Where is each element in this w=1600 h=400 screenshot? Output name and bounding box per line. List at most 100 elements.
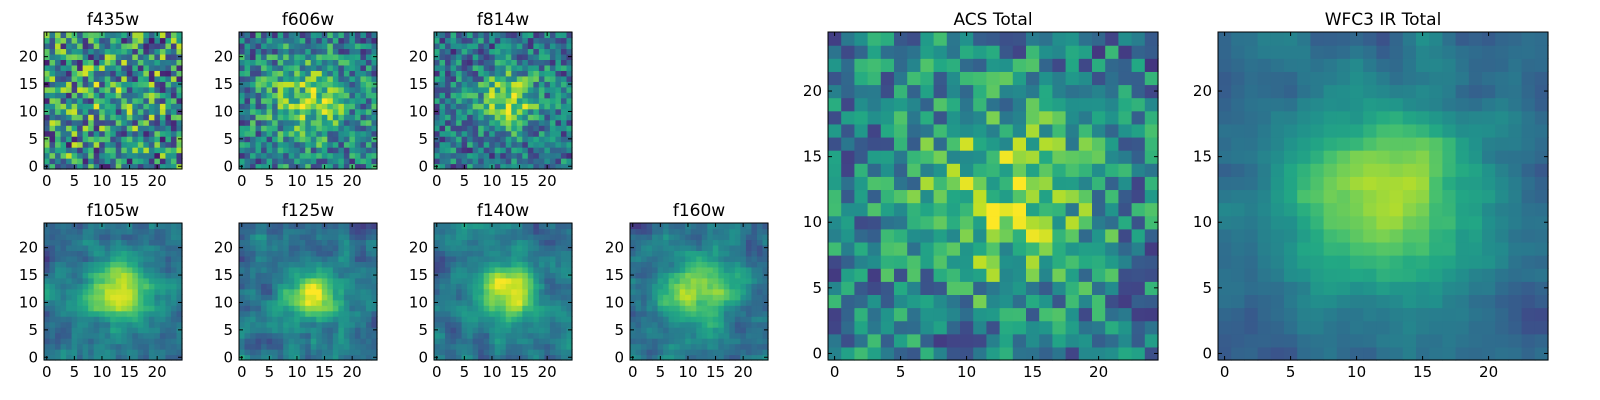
heatmap-cell (450, 103, 457, 110)
heatmap-cell (434, 338, 441, 345)
heatmap-cell (630, 294, 637, 301)
heatmap-cell (489, 239, 496, 246)
heatmap-cell (456, 125, 463, 132)
heatmap-cell (500, 48, 507, 55)
heatmap-cell (283, 316, 290, 323)
heatmap-cell (104, 125, 111, 132)
heatmap-cell (723, 316, 730, 323)
heatmap-cell (723, 332, 730, 339)
heatmap-cell (165, 283, 172, 290)
heatmap-cell (354, 299, 362, 306)
heatmap-cell (450, 266, 457, 273)
heatmap-cell (343, 64, 350, 71)
heatmap-cell (71, 277, 78, 284)
heatmap-cell (663, 332, 670, 339)
heatmap-cell (445, 103, 452, 110)
heatmap-cell (266, 294, 273, 301)
heatmap-cell (99, 48, 106, 55)
heatmap-cell (685, 277, 692, 284)
heatmap-cell (44, 277, 51, 284)
heatmap-cell (148, 152, 155, 159)
heatmap-cell (734, 294, 741, 301)
heatmap-cell (154, 349, 161, 356)
heatmap-cell (756, 327, 764, 334)
heatmap-cell (690, 272, 697, 279)
heatmap-cell (277, 261, 284, 268)
heatmap-cell (283, 283, 290, 290)
heatmap-cell (104, 294, 111, 301)
heatmap-cell (143, 147, 150, 154)
heatmap-cell (538, 70, 545, 77)
heatmap-cell (354, 136, 362, 143)
heatmap-cell (305, 316, 312, 323)
heatmap-cell (549, 277, 557, 284)
heatmap-cell (349, 349, 356, 356)
heatmap-cell (483, 305, 490, 312)
heatmap-cell (751, 255, 758, 262)
heatmap-cell (445, 59, 452, 66)
heatmap-cell (66, 239, 73, 246)
heatmap-cell (657, 332, 664, 339)
heatmap-cell (277, 305, 284, 312)
heatmap-cell (132, 114, 139, 121)
heatmap-cell (60, 152, 67, 159)
heatmap-cell (82, 59, 89, 66)
heatmap-cell (1144, 189, 1159, 204)
heatmap-cell (880, 202, 895, 217)
heatmap-cell (999, 294, 1014, 309)
heatmap-cell (701, 305, 708, 312)
heatmap-cell (137, 37, 144, 44)
heatmap-cell (472, 299, 479, 306)
heatmap-cell (371, 305, 378, 312)
heatmap-cell (176, 103, 183, 110)
heatmap-cell (121, 59, 128, 66)
heatmap-cell (283, 299, 290, 306)
heatmap-cell (461, 59, 468, 66)
heatmap-cell (505, 81, 512, 88)
heatmap-cell (371, 332, 378, 339)
heatmap-cell (294, 108, 301, 115)
heatmap-cell (690, 294, 697, 301)
heatmap-cell (740, 272, 747, 279)
heatmap-cell (494, 288, 501, 295)
heatmap-cell (255, 338, 262, 345)
heatmap-cell (49, 75, 56, 82)
heatmap-cell (522, 244, 529, 251)
heatmap-cell (132, 332, 139, 339)
heatmap-cell (327, 136, 334, 143)
heatmap-cell (652, 255, 659, 262)
heatmap-cell (1118, 228, 1133, 243)
heatmap-cell (305, 299, 312, 306)
heatmap-cell (696, 354, 703, 361)
heatmap-cell (143, 86, 150, 93)
heatmap-cell (115, 305, 122, 312)
heatmap-cell (143, 244, 150, 251)
heatmap-cell (316, 97, 323, 104)
heatmap-cell (77, 141, 84, 148)
heatmap-cell (338, 86, 345, 93)
heatmap-cell (500, 354, 507, 361)
heatmap-cell (494, 223, 501, 230)
heatmap-cell (894, 228, 908, 243)
heatmap-cell (299, 92, 306, 99)
heatmap-cell (321, 228, 328, 235)
heatmap-cell (283, 266, 290, 273)
heatmap-cell (49, 255, 56, 262)
heatmap-cell (1026, 176, 1040, 191)
heatmap-cell (360, 321, 367, 328)
heatmap-cell (494, 119, 501, 126)
heatmap-cell (920, 228, 935, 243)
heatmap-cell (1039, 189, 1053, 204)
heatmap-cell (712, 266, 719, 273)
heatmap-cell (478, 277, 485, 284)
heatmap-cell (549, 130, 557, 137)
y-tick-label: 5 (28, 321, 38, 339)
heatmap-cell (49, 130, 56, 137)
heatmap-cell (154, 255, 161, 262)
heatmap-cell (121, 244, 128, 251)
heatmap-cell (663, 338, 670, 345)
heatmap-cell (718, 266, 725, 273)
heatmap-cell (652, 228, 659, 235)
heatmap-cell (494, 228, 501, 235)
heatmap-cell (288, 283, 295, 290)
